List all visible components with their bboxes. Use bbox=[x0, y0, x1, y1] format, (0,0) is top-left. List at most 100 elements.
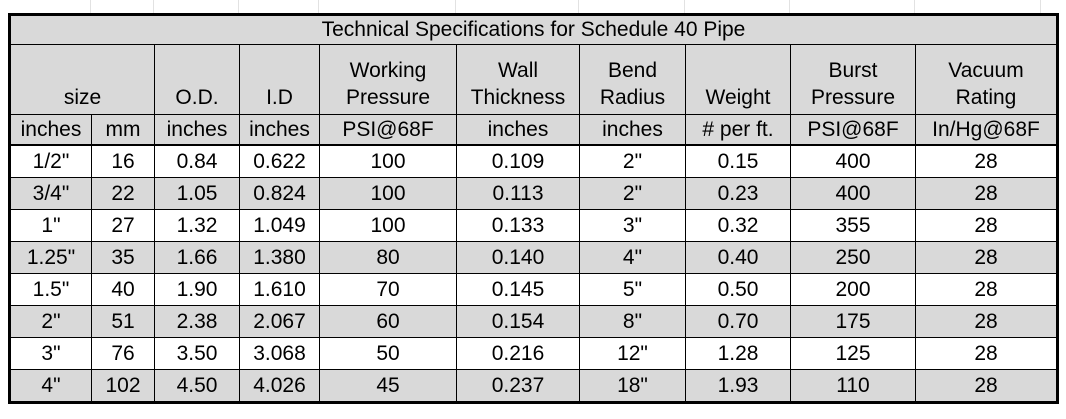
unit-cell-4: PSI@68F bbox=[319, 114, 457, 146]
cell-r4-c7: 0.50 bbox=[685, 273, 791, 306]
cell-r1-c4: 100 bbox=[319, 177, 457, 210]
cell-r1-c6: 2" bbox=[579, 177, 686, 210]
column-header-weight: Weight bbox=[685, 44, 791, 115]
unit-cell-8: PSI@68F bbox=[790, 114, 916, 146]
column-header-line: Bend bbox=[607, 59, 658, 82]
column-header-line: Rating bbox=[955, 86, 1017, 109]
cell-r4-c8: 200 bbox=[790, 273, 916, 306]
column-header-line: I.D bbox=[266, 86, 293, 109]
column-header-working-pressure: Working Pressure bbox=[319, 44, 457, 115]
cell-r7-c5: 0.237 bbox=[456, 369, 580, 403]
units-row: inches mm inches inches PSI@68F inches inches #… bbox=[9, 114, 1058, 146]
table-row: 4" 102 4.50 4.026 45 0.237 18" 1.93 110 28 bbox=[9, 369, 1058, 403]
cell-r2-c9: 28 bbox=[915, 209, 1058, 242]
column-header-line: Radius bbox=[599, 86, 666, 109]
column-header-line: Working bbox=[349, 59, 427, 82]
cell-r1-c9: 28 bbox=[915, 177, 1058, 210]
gridline-stub bbox=[238, 0, 239, 13]
column-header-wall-thickness: Wall Thickness bbox=[456, 44, 580, 115]
column-header-bend-radius: Bend Radius bbox=[579, 44, 686, 115]
cell-r0-c1: 16 bbox=[91, 144, 155, 178]
cell-r7-c8: 110 bbox=[790, 369, 916, 403]
data-rows: 1/2" 16 0.84 0.622 100 0.109 2" 0.15 400 28 3/4" 22… bbox=[9, 144, 1058, 403]
cell-r4-c4: 70 bbox=[319, 273, 457, 306]
cell-r6-c7: 1.28 bbox=[685, 337, 791, 370]
cell-r0-c6: 2" bbox=[579, 144, 686, 178]
column-header-burst-pressure: Burst Pressure bbox=[790, 44, 916, 115]
column-header-line: O.D. bbox=[175, 86, 219, 109]
table-title: Technical Specifications for Schedule 40… bbox=[9, 14, 1058, 45]
column-header-line: Thickness bbox=[470, 86, 566, 109]
cell-r5-c9: 28 bbox=[915, 305, 1058, 338]
cell-r2-c4: 100 bbox=[319, 209, 457, 242]
gridline-stub bbox=[90, 0, 91, 13]
cell-r0-c4: 100 bbox=[319, 144, 457, 178]
cell-r4-c6: 5" bbox=[579, 273, 686, 306]
cell-r2-c8: 355 bbox=[790, 209, 916, 242]
column-header-line: Vacuum bbox=[948, 59, 1024, 82]
unit-cell-3: inches bbox=[239, 114, 320, 146]
column-header-line: Burst bbox=[828, 59, 878, 82]
cell-r4-c1: 40 bbox=[91, 273, 155, 306]
cell-r0-c2: 0.84 bbox=[154, 144, 240, 178]
cell-r6-c3: 3.068 bbox=[239, 337, 320, 370]
cell-r0-c3: 0.622 bbox=[239, 144, 320, 178]
cell-r4-c9: 28 bbox=[915, 273, 1058, 306]
column-header-vacuum-rating: Vacuum Rating bbox=[915, 44, 1058, 115]
cell-r6-c8: 125 bbox=[790, 337, 916, 370]
unit-cell-7: # per ft. bbox=[685, 114, 791, 146]
cell-r1-c1: 22 bbox=[91, 177, 155, 210]
cell-r4-c5: 0.145 bbox=[456, 273, 580, 306]
cell-r6-c4: 50 bbox=[319, 337, 457, 370]
cell-r7-c1: 102 bbox=[91, 369, 155, 403]
table-row: 3" 76 3.50 3.068 50 0.216 12" 1.28 125 28 bbox=[9, 337, 1058, 370]
cell-r7-c3: 4.026 bbox=[239, 369, 320, 403]
cell-r1-c5: 0.113 bbox=[456, 177, 580, 210]
column-header-row: size O.D. I.D Working Pressure Wall Thickness B… bbox=[9, 44, 1058, 115]
table-row: 2" 51 2.38 2.067 60 0.154 8" 0.70 175 28 bbox=[9, 305, 1058, 338]
cell-r0-c5: 0.109 bbox=[456, 144, 580, 178]
unit-cell-5: inches bbox=[456, 114, 580, 146]
cell-r3-c3: 1.380 bbox=[239, 241, 320, 274]
cell-r4-c2: 1.90 bbox=[154, 273, 240, 306]
cell-r0-c0: 1/2" bbox=[9, 144, 92, 178]
cell-r2-c3: 1.049 bbox=[239, 209, 320, 242]
cell-r6-c5: 0.216 bbox=[456, 337, 580, 370]
gridline-stubs bbox=[0, 0, 1066, 13]
column-header-line: Pressure bbox=[345, 86, 431, 109]
cell-r6-c2: 3.50 bbox=[154, 337, 240, 370]
gridline-stub bbox=[684, 0, 685, 13]
column-header-line: Wall bbox=[497, 59, 539, 82]
unit-cell-1: mm bbox=[91, 114, 155, 146]
unit-cell-6: inches bbox=[579, 114, 686, 146]
cell-r1-c0: 3/4" bbox=[9, 177, 92, 210]
gridline-stub bbox=[153, 0, 154, 13]
cell-r7-c0: 4" bbox=[9, 369, 92, 403]
cell-r3-c6: 4" bbox=[579, 241, 686, 274]
cell-r1-c2: 1.05 bbox=[154, 177, 240, 210]
cell-r3-c4: 80 bbox=[319, 241, 457, 274]
cell-r7-c7: 1.93 bbox=[685, 369, 791, 403]
cell-r3-c0: 1.25" bbox=[9, 241, 92, 274]
table-row: 3/4" 22 1.05 0.824 100 0.113 2" 0.23 400 28 bbox=[9, 177, 1058, 210]
cell-r5-c6: 8" bbox=[579, 305, 686, 338]
cell-r2-c5: 0.133 bbox=[456, 209, 580, 242]
spec-table: Technical Specifications for Schedule 40… bbox=[8, 13, 1059, 404]
cell-r2-c0: 1" bbox=[9, 209, 92, 242]
cell-r2-c7: 0.32 bbox=[685, 209, 791, 242]
cell-r7-c6: 18" bbox=[579, 369, 686, 403]
gridline-stub bbox=[318, 0, 319, 13]
cell-r3-c7: 0.40 bbox=[685, 241, 791, 274]
cell-r1-c8: 400 bbox=[790, 177, 916, 210]
cell-r2-c6: 3" bbox=[579, 209, 686, 242]
cell-r3-c9: 28 bbox=[915, 241, 1058, 274]
cell-r5-c8: 175 bbox=[790, 305, 916, 338]
cell-r3-c1: 35 bbox=[91, 241, 155, 274]
cell-r7-c4: 45 bbox=[319, 369, 457, 403]
cell-r6-c6: 12" bbox=[579, 337, 686, 370]
table-row: 1/2" 16 0.84 0.622 100 0.109 2" 0.15 400 28 bbox=[9, 144, 1058, 178]
cell-r1-c7: 0.23 bbox=[685, 177, 791, 210]
cell-r7-c2: 4.50 bbox=[154, 369, 240, 403]
